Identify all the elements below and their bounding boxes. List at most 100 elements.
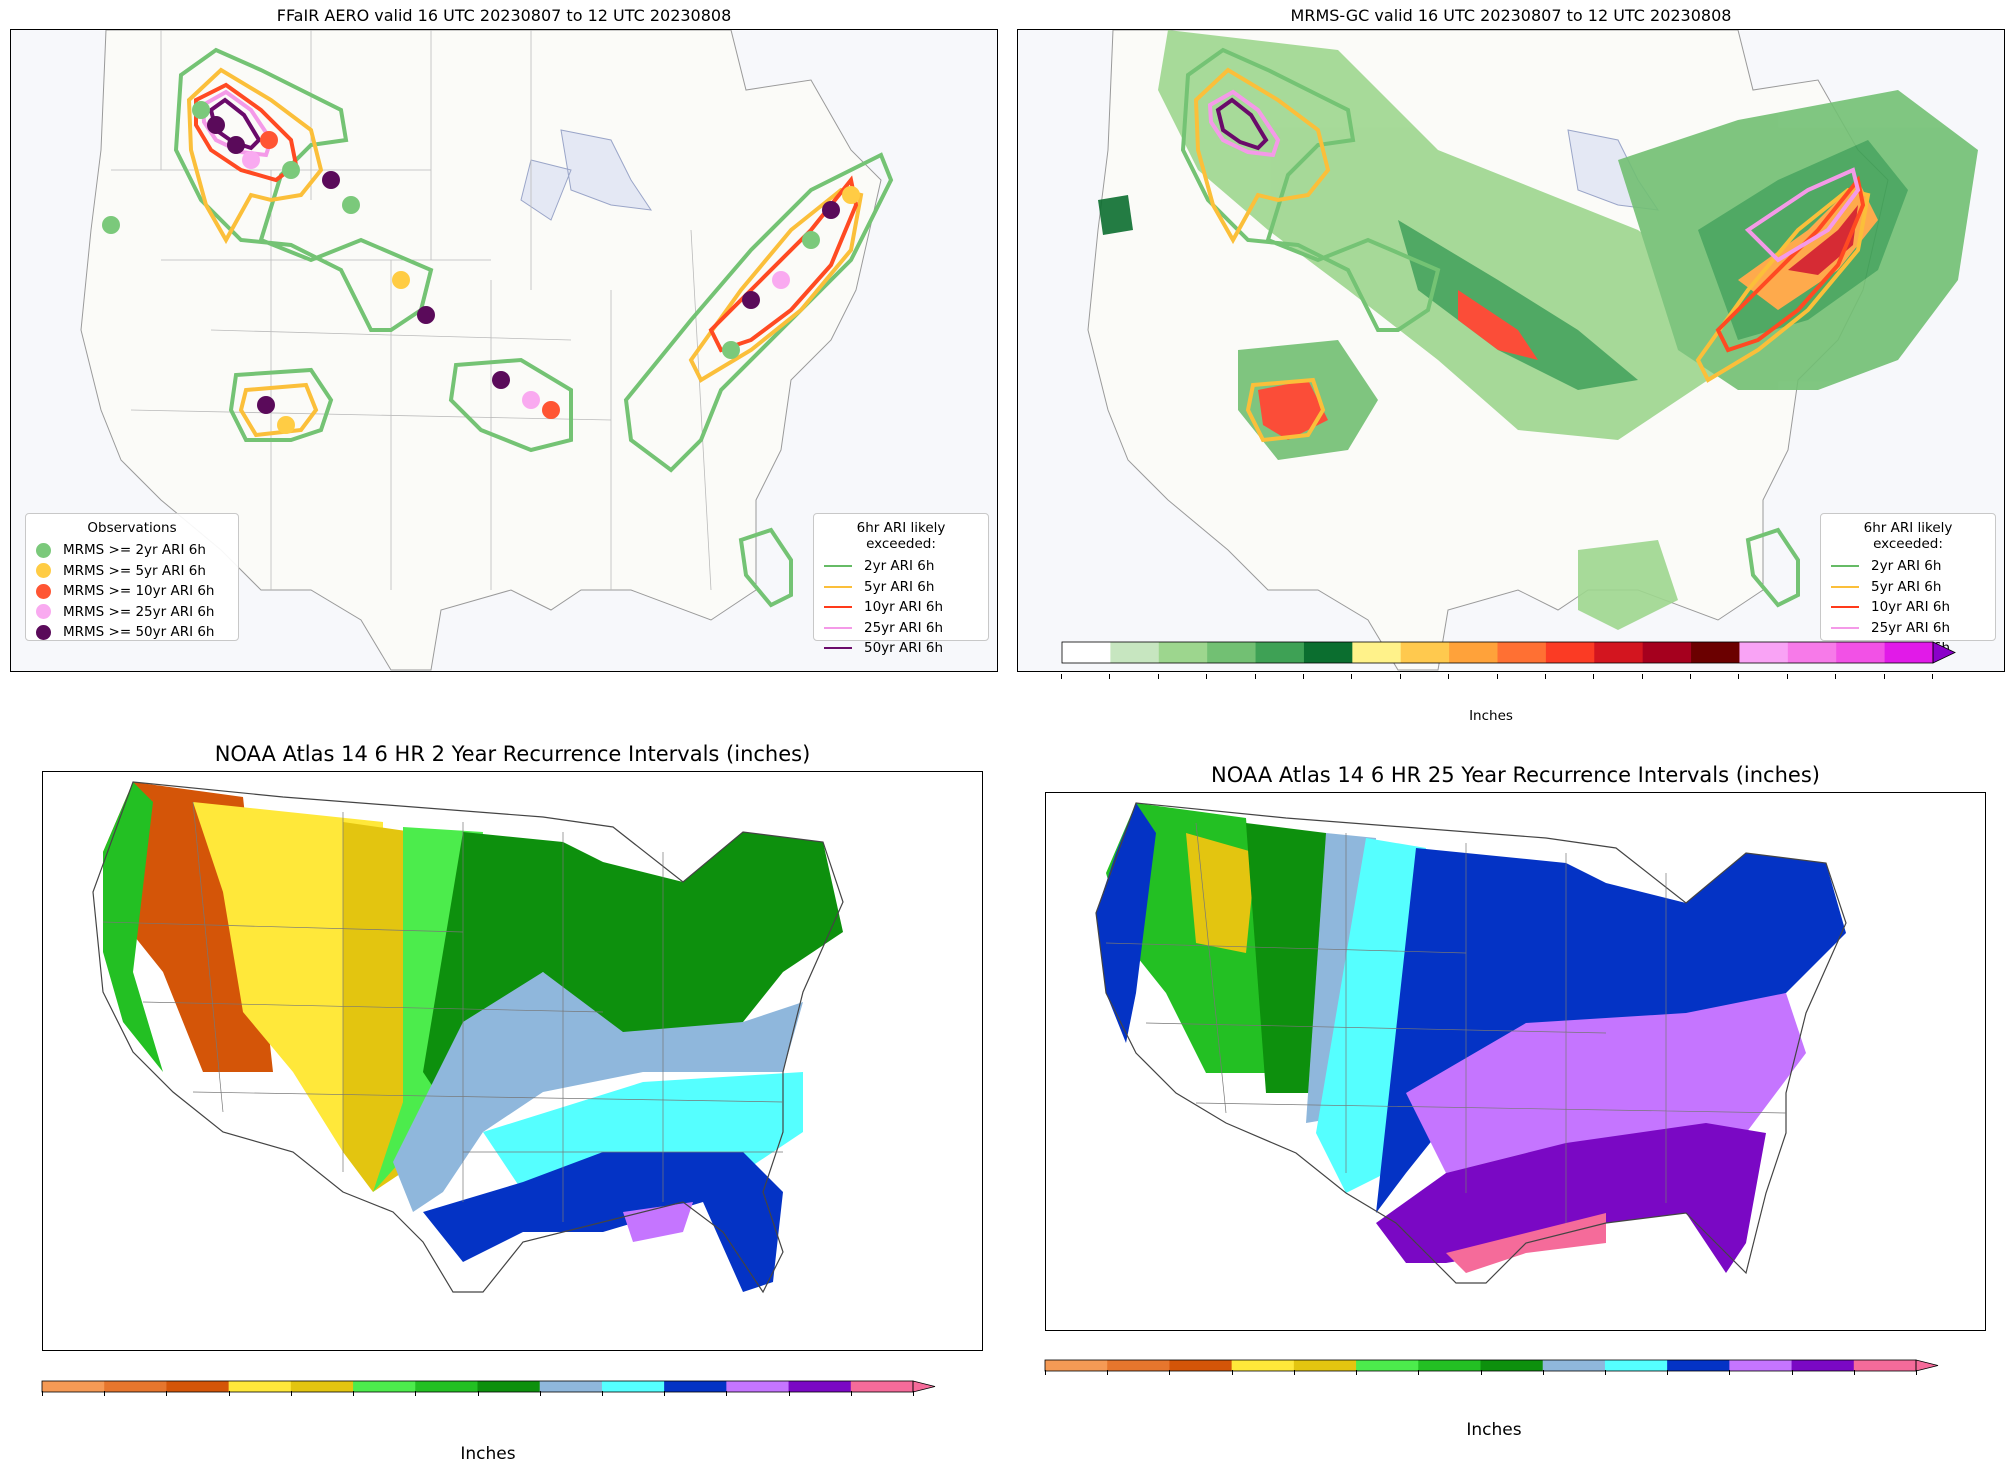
colorbar-segment: [539, 1381, 603, 1392]
colorbar-tick: [1738, 674, 1740, 679]
atlas-2yr-title: NOAA Atlas 14 6 HR 2 Year Recurrence Int…: [214, 742, 811, 766]
colorbar-segment: [1045, 1360, 1108, 1371]
ari-legend-title: 6hr ARI likely exceeded:: [856, 520, 946, 552]
legend-label: MRMS >= 10yr ARI 6h: [63, 583, 215, 600]
colorbar-segment: [1207, 642, 1257, 663]
legend-label: 50yr ARI 6h: [864, 640, 944, 657]
colorbar-tick: [1544, 674, 1546, 679]
legend-label: 25yr ARI 6h: [1871, 619, 1951, 636]
colorbar-segment: [1594, 642, 1644, 663]
colorbar-tick: [1356, 1370, 1358, 1375]
observations-legend: Observations MRMS >= 2yr ARI 6h MRMS >= …: [25, 513, 239, 641]
colorbar-segment: [1791, 1360, 1855, 1371]
colorbar-segment: [664, 1381, 727, 1392]
colorbar-tick: [1231, 1370, 1233, 1375]
legend-dot: [36, 624, 51, 640]
colorbar-tick: [1109, 674, 1111, 679]
colorbar-segment: [104, 1381, 167, 1392]
colorbar-segment: [477, 1381, 541, 1392]
colorbar-tick: [1542, 1370, 1544, 1375]
legend-dot: [36, 604, 51, 620]
legend-label: 5yr ARI 6h: [1871, 578, 1942, 595]
colorbar-tick: [1157, 674, 1159, 679]
atlas-2yr-shading: [103, 782, 843, 1292]
colorbar-segment: [1400, 642, 1450, 663]
legend-entry: 10yr ARI 6h: [1831, 597, 1985, 618]
atlas-25yr-colorbar-label: Inches: [1466, 1420, 1522, 1440]
legend-entry: MRMS >= 50yr ARI 6h: [36, 622, 228, 643]
colorbar-tick: [664, 1391, 666, 1396]
legend-entry: MRMS >= 5yr ARI 6h: [36, 561, 228, 582]
colorbar-segment: [1545, 642, 1595, 663]
atlas-25yr-map: [1045, 792, 1986, 1331]
colorbar-tick: [1206, 674, 1208, 679]
legend-label: 5yr ARI 6h: [864, 578, 935, 595]
ffair-panel-title: FFaIR AERO valid 16 UTC 20230807 to 12 U…: [276, 6, 732, 25]
legend-entry: 5yr ARI 6h: [824, 577, 978, 598]
colorbar-tick: [788, 1391, 790, 1396]
colorbar-tick: [1169, 1370, 1171, 1375]
legend-entry: 50yr ARI 6h: [824, 638, 978, 659]
legend-entry: 2yr ARI 6h: [1831, 556, 1985, 577]
colorbar-segment: [1449, 642, 1498, 663]
colorbar-segment: [1642, 642, 1692, 663]
colorbar-segment: [1231, 1360, 1295, 1371]
colorbar-tick: [1045, 1370, 1046, 1375]
colorbar-tick: [1641, 674, 1643, 679]
colorbar-segment: [290, 1381, 354, 1392]
legend-line: [1831, 606, 1859, 609]
legend-dot: [36, 563, 51, 579]
legend-line: [824, 626, 852, 629]
colorbar-tick: [353, 1391, 355, 1396]
colorbar-tick: [1791, 1370, 1793, 1375]
legend-entry: MRMS >= 25yr ARI 6h: [36, 602, 228, 623]
precip-field: [1098, 30, 1978, 630]
colorbar-segment: [228, 1381, 292, 1392]
colorbar-segment: [1110, 642, 1160, 663]
atlas-2yr-map: [42, 771, 983, 1351]
legend-line: [824, 585, 852, 588]
colorbar-tick: [1853, 1370, 1855, 1375]
colorbar-tick: [1932, 674, 1933, 679]
mrms-panel-title: MRMS-GC valid 16 UTC 20230807 to 12 UTC …: [1290, 6, 1732, 25]
legend-entry: 25yr ARI 6h: [1831, 618, 1985, 639]
colorbar-tick: [228, 1391, 230, 1396]
colorbar-segment: [1853, 1360, 1917, 1371]
colorbar-tick: [1883, 674, 1885, 679]
colorbar-segment: [1352, 642, 1402, 663]
colorbar-segment: [1107, 1360, 1170, 1371]
colorbar-segment: [1497, 642, 1547, 663]
legend-line: [1831, 565, 1859, 568]
colorbar-segment: [1604, 1360, 1668, 1371]
legend-dot: [36, 583, 51, 599]
colorbar-segment: [1836, 642, 1886, 663]
mrms-map: 6hr ARI likely exceeded: 2yr ARI 6h 5yr …: [1017, 29, 2005, 672]
colorbar-segment: [726, 1381, 790, 1392]
legend-entry: 10yr ARI 6h: [824, 597, 978, 618]
colorbar-segment: [1293, 1360, 1357, 1371]
ffair-contours: [173, 47, 894, 608]
colorbar-segment: [1169, 1360, 1233, 1371]
mrms-colorbar: [1061, 641, 1956, 664]
legend-line: [1831, 585, 1859, 588]
colorbar-tick: [1351, 674, 1353, 679]
colorbar-segment: [1356, 1360, 1419, 1371]
colorbar-segment: [415, 1381, 478, 1392]
mrms-colorbar-label: Inches: [1469, 708, 1513, 724]
colorbar-tick: [290, 1391, 292, 1396]
observation-dots: [102, 101, 860, 434]
colorbar-tick: [1418, 1370, 1420, 1375]
legend-label: 2yr ARI 6h: [1871, 558, 1942, 575]
colorbar-tick: [913, 1391, 914, 1396]
colorbar-tick: [850, 1391, 852, 1396]
legend-label: MRMS >= 5yr ARI 6h: [63, 562, 206, 579]
colorbar-segment: [1691, 642, 1740, 663]
legend-label: MRMS >= 50yr ARI 6h: [63, 624, 215, 641]
legend-entry: MRMS >= 10yr ARI 6h: [36, 581, 228, 602]
colorbar-tick: [1302, 674, 1304, 679]
colorbar-tick: [1916, 1370, 1917, 1375]
colorbar-tick: [166, 1391, 168, 1396]
colorbar-segment: [1418, 1360, 1481, 1371]
